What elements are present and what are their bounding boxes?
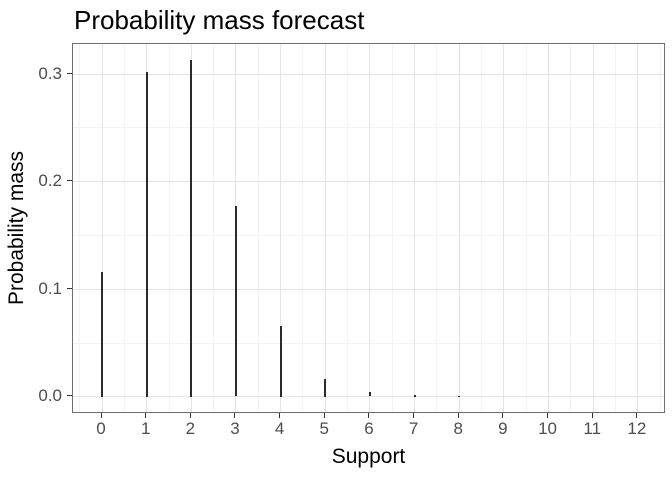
grid-minor-vline <box>123 44 125 412</box>
grid-minor-hline <box>73 342 664 344</box>
x-tick <box>547 413 549 418</box>
x-tick <box>100 413 102 418</box>
grid-major-vline <box>548 44 550 412</box>
x-tick-label: 8 <box>453 419 463 438</box>
grid-major-vline <box>324 44 326 412</box>
x-tick <box>189 413 191 418</box>
grid-minor-hline <box>73 234 664 236</box>
pmf-spike-1 <box>145 71 148 397</box>
y-tick <box>67 180 72 182</box>
pmf-spike-2 <box>190 60 193 398</box>
grid-minor-vline <box>257 44 259 412</box>
x-tick <box>591 413 593 418</box>
pmf-spike-6 <box>368 392 371 397</box>
x-tick-label: 4 <box>274 419 285 438</box>
grid-minor-vline <box>481 44 483 412</box>
grid-major-vline <box>101 44 103 412</box>
grid-minor-vline <box>168 44 170 412</box>
grid-major-hline <box>73 181 664 183</box>
grid-major-vline <box>592 44 594 412</box>
y-tick-label: 0.0 <box>38 386 62 406</box>
y-tick <box>67 287 72 289</box>
x-tick-label: 10 <box>538 419 557 438</box>
grid-major-vline <box>414 44 416 412</box>
y-tick <box>67 395 72 397</box>
y-tick-label: 0.1 <box>38 278 62 298</box>
x-tick <box>368 413 370 418</box>
pmf-spike-5 <box>324 378 327 397</box>
x-tick-label: 1 <box>140 419 151 438</box>
x-tick <box>234 413 236 418</box>
y-tick-label: 0.3 <box>38 63 62 83</box>
y-tick-label: 0.2 <box>38 171 62 191</box>
x-tick <box>636 413 638 418</box>
grid-minor-vline <box>79 44 81 412</box>
y-axis-title: Probability mass <box>5 150 28 306</box>
grid-major-hline <box>73 396 664 398</box>
x-tick <box>457 413 459 418</box>
grid-major-vline <box>503 44 505 412</box>
pmf-spike-4 <box>279 325 282 397</box>
x-tick-label: 11 <box>583 419 602 438</box>
x-axis-title: Support <box>331 445 406 468</box>
pmf-spike-7 <box>413 395 416 398</box>
x-tick <box>279 413 281 418</box>
pmf-spike-8 <box>458 395 461 397</box>
x-tick <box>323 413 325 418</box>
grid-major-vline <box>369 44 371 412</box>
x-tick-label: 6 <box>364 419 374 438</box>
chart-title: Probability mass forecast <box>74 5 365 35</box>
pmf-spike-3 <box>234 206 237 397</box>
grid-minor-vline <box>615 44 617 412</box>
x-tick-label: 3 <box>230 419 240 438</box>
x-tick <box>413 413 415 418</box>
y-tick <box>67 72 72 74</box>
grid-major-hline <box>73 288 664 290</box>
grid-major-hline <box>73 73 664 75</box>
grid-minor-vline <box>391 44 393 412</box>
pmf-spike-0 <box>101 272 104 398</box>
x-tick <box>145 413 147 418</box>
grid-minor-vline <box>525 44 527 412</box>
grid-major-vline <box>458 44 460 412</box>
plot-panel <box>72 43 665 413</box>
grid-minor-vline <box>302 44 304 412</box>
x-tick-label: 2 <box>185 419 196 438</box>
x-tick <box>502 413 504 418</box>
x-tick-label: 0 <box>96 419 106 438</box>
grid-minor-vline <box>659 44 661 412</box>
grid-minor-vline <box>436 44 438 412</box>
grid-major-vline <box>280 44 282 412</box>
x-tick-label: 12 <box>627 419 647 438</box>
grid-minor-vline <box>213 44 215 412</box>
grid-minor-vline <box>570 44 572 412</box>
x-tick-label: 5 <box>319 419 330 438</box>
grid-minor-vline <box>347 44 349 412</box>
x-tick-label: 7 <box>408 419 419 438</box>
x-tick-label: 9 <box>498 419 508 438</box>
grid-major-vline <box>637 44 639 412</box>
grid-minor-hline <box>73 127 664 129</box>
